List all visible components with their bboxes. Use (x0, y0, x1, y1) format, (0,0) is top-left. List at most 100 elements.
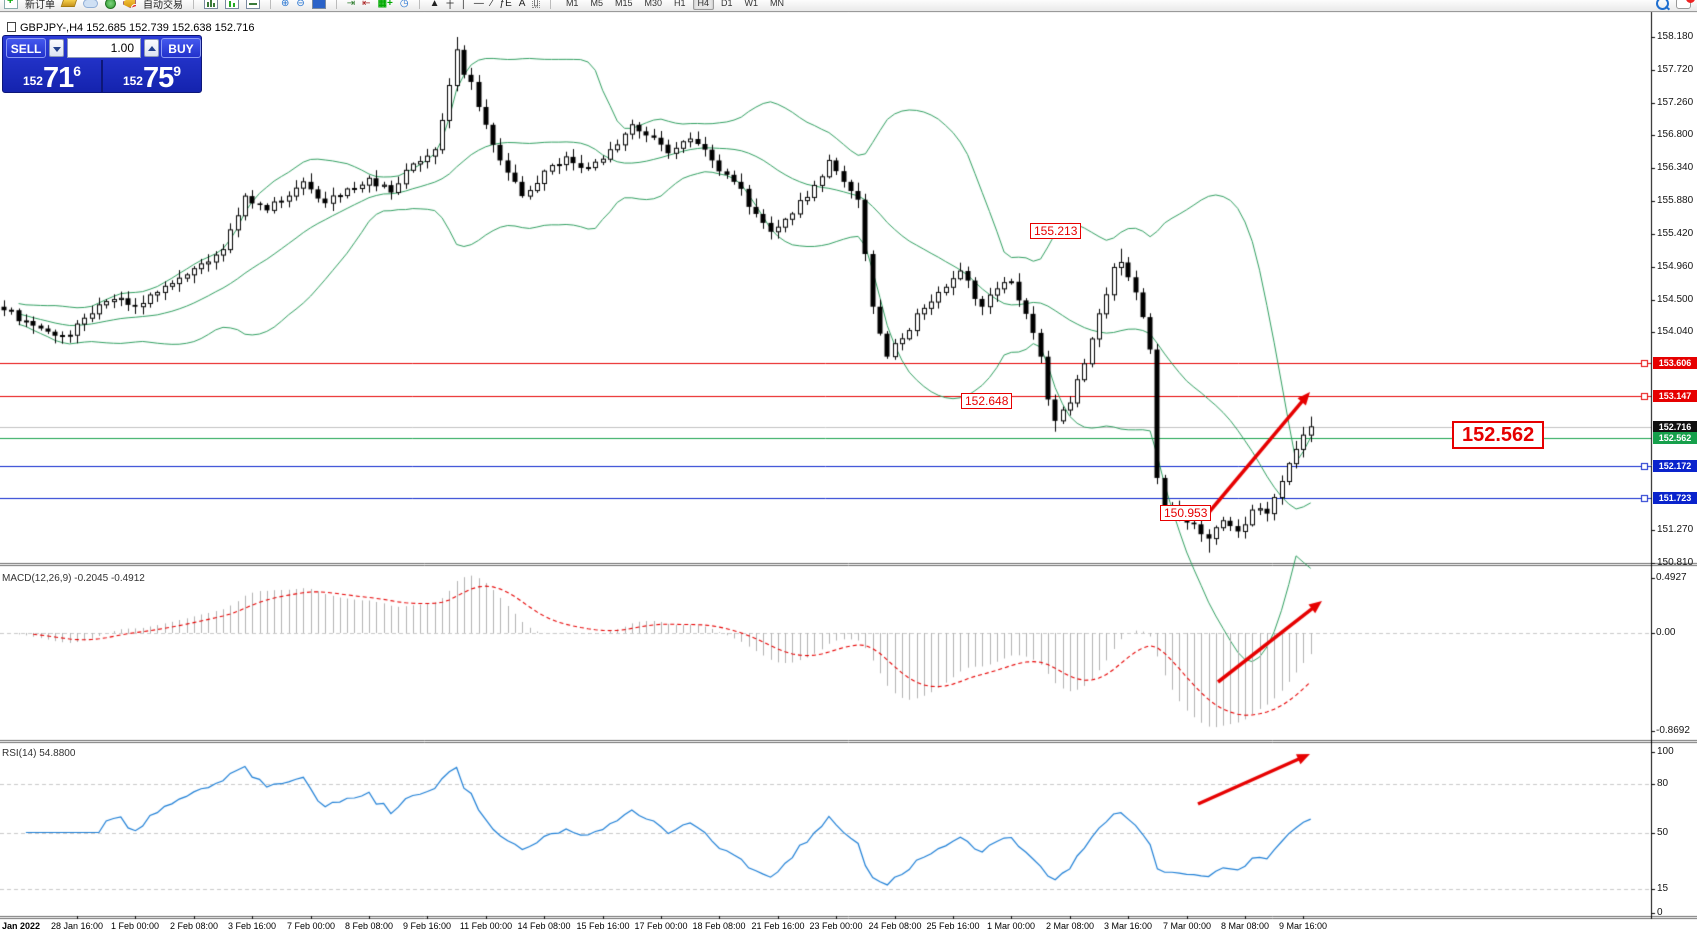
price-badge-153.147: 153.147 (1653, 390, 1697, 403)
time-axis-label: 23 Feb 00:00 (809, 921, 863, 931)
time-axis-label: 14 Feb 08:00 (517, 921, 571, 931)
time-axis-label: 15 Feb 16:00 (576, 921, 630, 931)
toolbar: 新订单 自动交易 ⊕ ⊖ ⇥ ⇤ ▦+ ◷ ▲ ┼ │ — ∕ ƒE (0, 0, 1697, 12)
price-axis-tick-label: 155.420 (1657, 227, 1694, 239)
sell-price[interactable]: 152 71 6 (3, 60, 103, 93)
price-axis-tick-label: 156.340 (1657, 162, 1694, 174)
timeframe-button-m5[interactable]: M5 (590, 0, 603, 8)
price-badge-152.172: 152.172 (1653, 459, 1697, 472)
zoom-in-icon[interactable]: ⊕ (281, 0, 290, 9)
text-tool-icon[interactable]: A (518, 0, 526, 9)
time-axis-label: 3 Feb 16:00 (227, 921, 277, 931)
time-axis-label: 7 Feb 00:00 (286, 921, 336, 931)
timeframe-button-m15[interactable]: M15 (614, 0, 633, 8)
bar-chart-icon[interactable] (204, 0, 218, 9)
auto-scroll-icon[interactable]: ⇥ (346, 0, 356, 9)
time-axis-label: 3 Mar 16:00 (1103, 921, 1153, 931)
macd-scale-label: -0.8692 (1656, 724, 1690, 736)
rsi-scale-label: 15 (1657, 882, 1669, 894)
timeframe-button-h4[interactable]: H4 (692, 0, 715, 10)
chart-mini-icon (7, 22, 16, 32)
tile-windows-icon[interactable] (311, 0, 326, 9)
candle-chart-icon[interactable] (225, 0, 239, 9)
new-order-icon (4, 0, 18, 9)
price-annotation-152.648[interactable]: 152.648 (961, 393, 1013, 409)
autotrade-icon (123, 0, 136, 8)
search-icon[interactable] (1656, 0, 1669, 10)
zoom-out-icon[interactable]: ⊖ (296, 0, 305, 9)
new-order-button[interactable]: 新订单 (25, 0, 55, 11)
cursor-tool-icon[interactable]: ▲ (429, 0, 440, 9)
time-axis-label: 9 Feb 16:00 (402, 921, 452, 931)
time-axis-label: 18 Feb 08:00 (692, 921, 746, 931)
label-tool-icon[interactable]: ▯ (532, 0, 540, 8)
volume-increase-button[interactable] (144, 39, 159, 57)
line-chart-icon[interactable] (246, 0, 260, 9)
price-badge-151.723: 151.723 (1653, 491, 1697, 504)
autotrade-button[interactable]: 自动交易 (143, 0, 183, 11)
time-axis-label: 28 Jan 16:00 (50, 921, 104, 931)
price-badge-152.562: 152.562 (1653, 431, 1697, 444)
price-axis-tick-label: 157.720 (1657, 63, 1694, 75)
price-axis-tick-label: 156.800 (1657, 129, 1694, 141)
buy-price[interactable]: 152 75 9 (122, 62, 182, 94)
chart-title: GBPJPY-,H4 152.685 152.739 152.638 152.7… (7, 21, 254, 34)
timeframe-button-h1[interactable]: H1 (674, 0, 686, 8)
timeframe-button-w1[interactable]: W1 (744, 0, 759, 8)
chart-shift-icon[interactable]: ⇤ (362, 0, 371, 9)
notification-badge: 1 (1686, 0, 1695, 3)
periods-clock-icon[interactable]: ◷ (399, 0, 409, 9)
timeframe-button-mn[interactable]: MN (770, 0, 785, 8)
time-axis-label: 11 Feb 00:00 (459, 921, 513, 931)
time-axis-label: 1 Mar 00:00 (986, 921, 1036, 931)
signal-icon[interactable] (105, 0, 116, 9)
time-axis-label: 8 Feb 08:00 (344, 921, 394, 931)
time-axis-label: 24 Feb 08:00 (868, 921, 922, 931)
rsi-scale-label: 80 (1657, 778, 1669, 790)
time-axis-label: 25 Feb 16:00 (926, 921, 980, 931)
price-axis-tick-label: 154.040 (1657, 326, 1694, 338)
timeframe-button-m30[interactable]: M30 (644, 0, 662, 8)
sell-button[interactable]: SELL (6, 38, 47, 58)
horizontal-line-tool-icon[interactable]: — (473, 0, 484, 9)
timeframe-button-d1[interactable]: D1 (721, 0, 733, 8)
price-badge-153.606: 153.606 (1653, 357, 1697, 370)
price-badge-152.716: 152.716 (1653, 420, 1697, 433)
macd-scale-label: 0.4927 (1656, 571, 1687, 583)
rsi-scale-label: 50 (1657, 826, 1669, 838)
timeframe-button-m1[interactable]: M1 (565, 0, 579, 8)
rsi-scale-label: 0 (1657, 907, 1663, 918)
price-axis-tick-label: 150.810 (1657, 556, 1694, 568)
macd-indicator-label: MACD(12,26,9) -0.2045 -0.4912 (2, 573, 145, 584)
price-axis-tick-label: 157.260 (1657, 96, 1694, 108)
price-annotation-150.953[interactable]: 150.953 (1160, 505, 1212, 521)
price-axis-tick-label: 154.500 (1657, 293, 1694, 305)
fibonacci-tool-icon[interactable]: ƒE (499, 0, 512, 9)
price-axis-tick-label: 151.270 (1657, 524, 1694, 536)
time-axis-label: 17 Feb 00:00 (634, 921, 688, 931)
time-axis-label: 8 Mar 08:00 (1220, 921, 1270, 931)
gold-icon[interactable] (60, 0, 78, 7)
volume-decrease-button[interactable] (49, 39, 64, 57)
crosshair-tool-icon[interactable]: ┼ (446, 0, 454, 9)
time-axis-label: 2 Feb 08:00 (169, 921, 219, 931)
buy-button[interactable]: BUY (160, 38, 201, 58)
price-axis-tick-label: 155.880 (1657, 195, 1694, 207)
vertical-line-tool-icon[interactable]: │ (460, 0, 467, 9)
time-axis-label: 21 Feb 16:00 (751, 921, 805, 931)
price-annotation-155.213[interactable]: 155.213 (1030, 223, 1082, 239)
rsi-indicator-label: RSI(14) 54.8800 (2, 748, 76, 759)
price-annotation-152.562[interactable]: 152.562 (1452, 421, 1545, 449)
price-axis-tick-label: 154.960 (1657, 260, 1694, 272)
chat-icon[interactable]: 1 (1676, 0, 1695, 9)
price-axis-tick-label: 158.180 (1657, 31, 1694, 42)
macd-scale-label: 0.00 (1656, 627, 1676, 638)
trendline-tool-icon[interactable]: ∕ (490, 0, 493, 9)
time-axis-label: 1 Feb 00:00 (110, 921, 160, 931)
volume-input[interactable] (67, 38, 141, 58)
indicators-add-icon[interactable]: ▦+ (377, 0, 393, 9)
cloud-icon[interactable] (83, 0, 98, 8)
